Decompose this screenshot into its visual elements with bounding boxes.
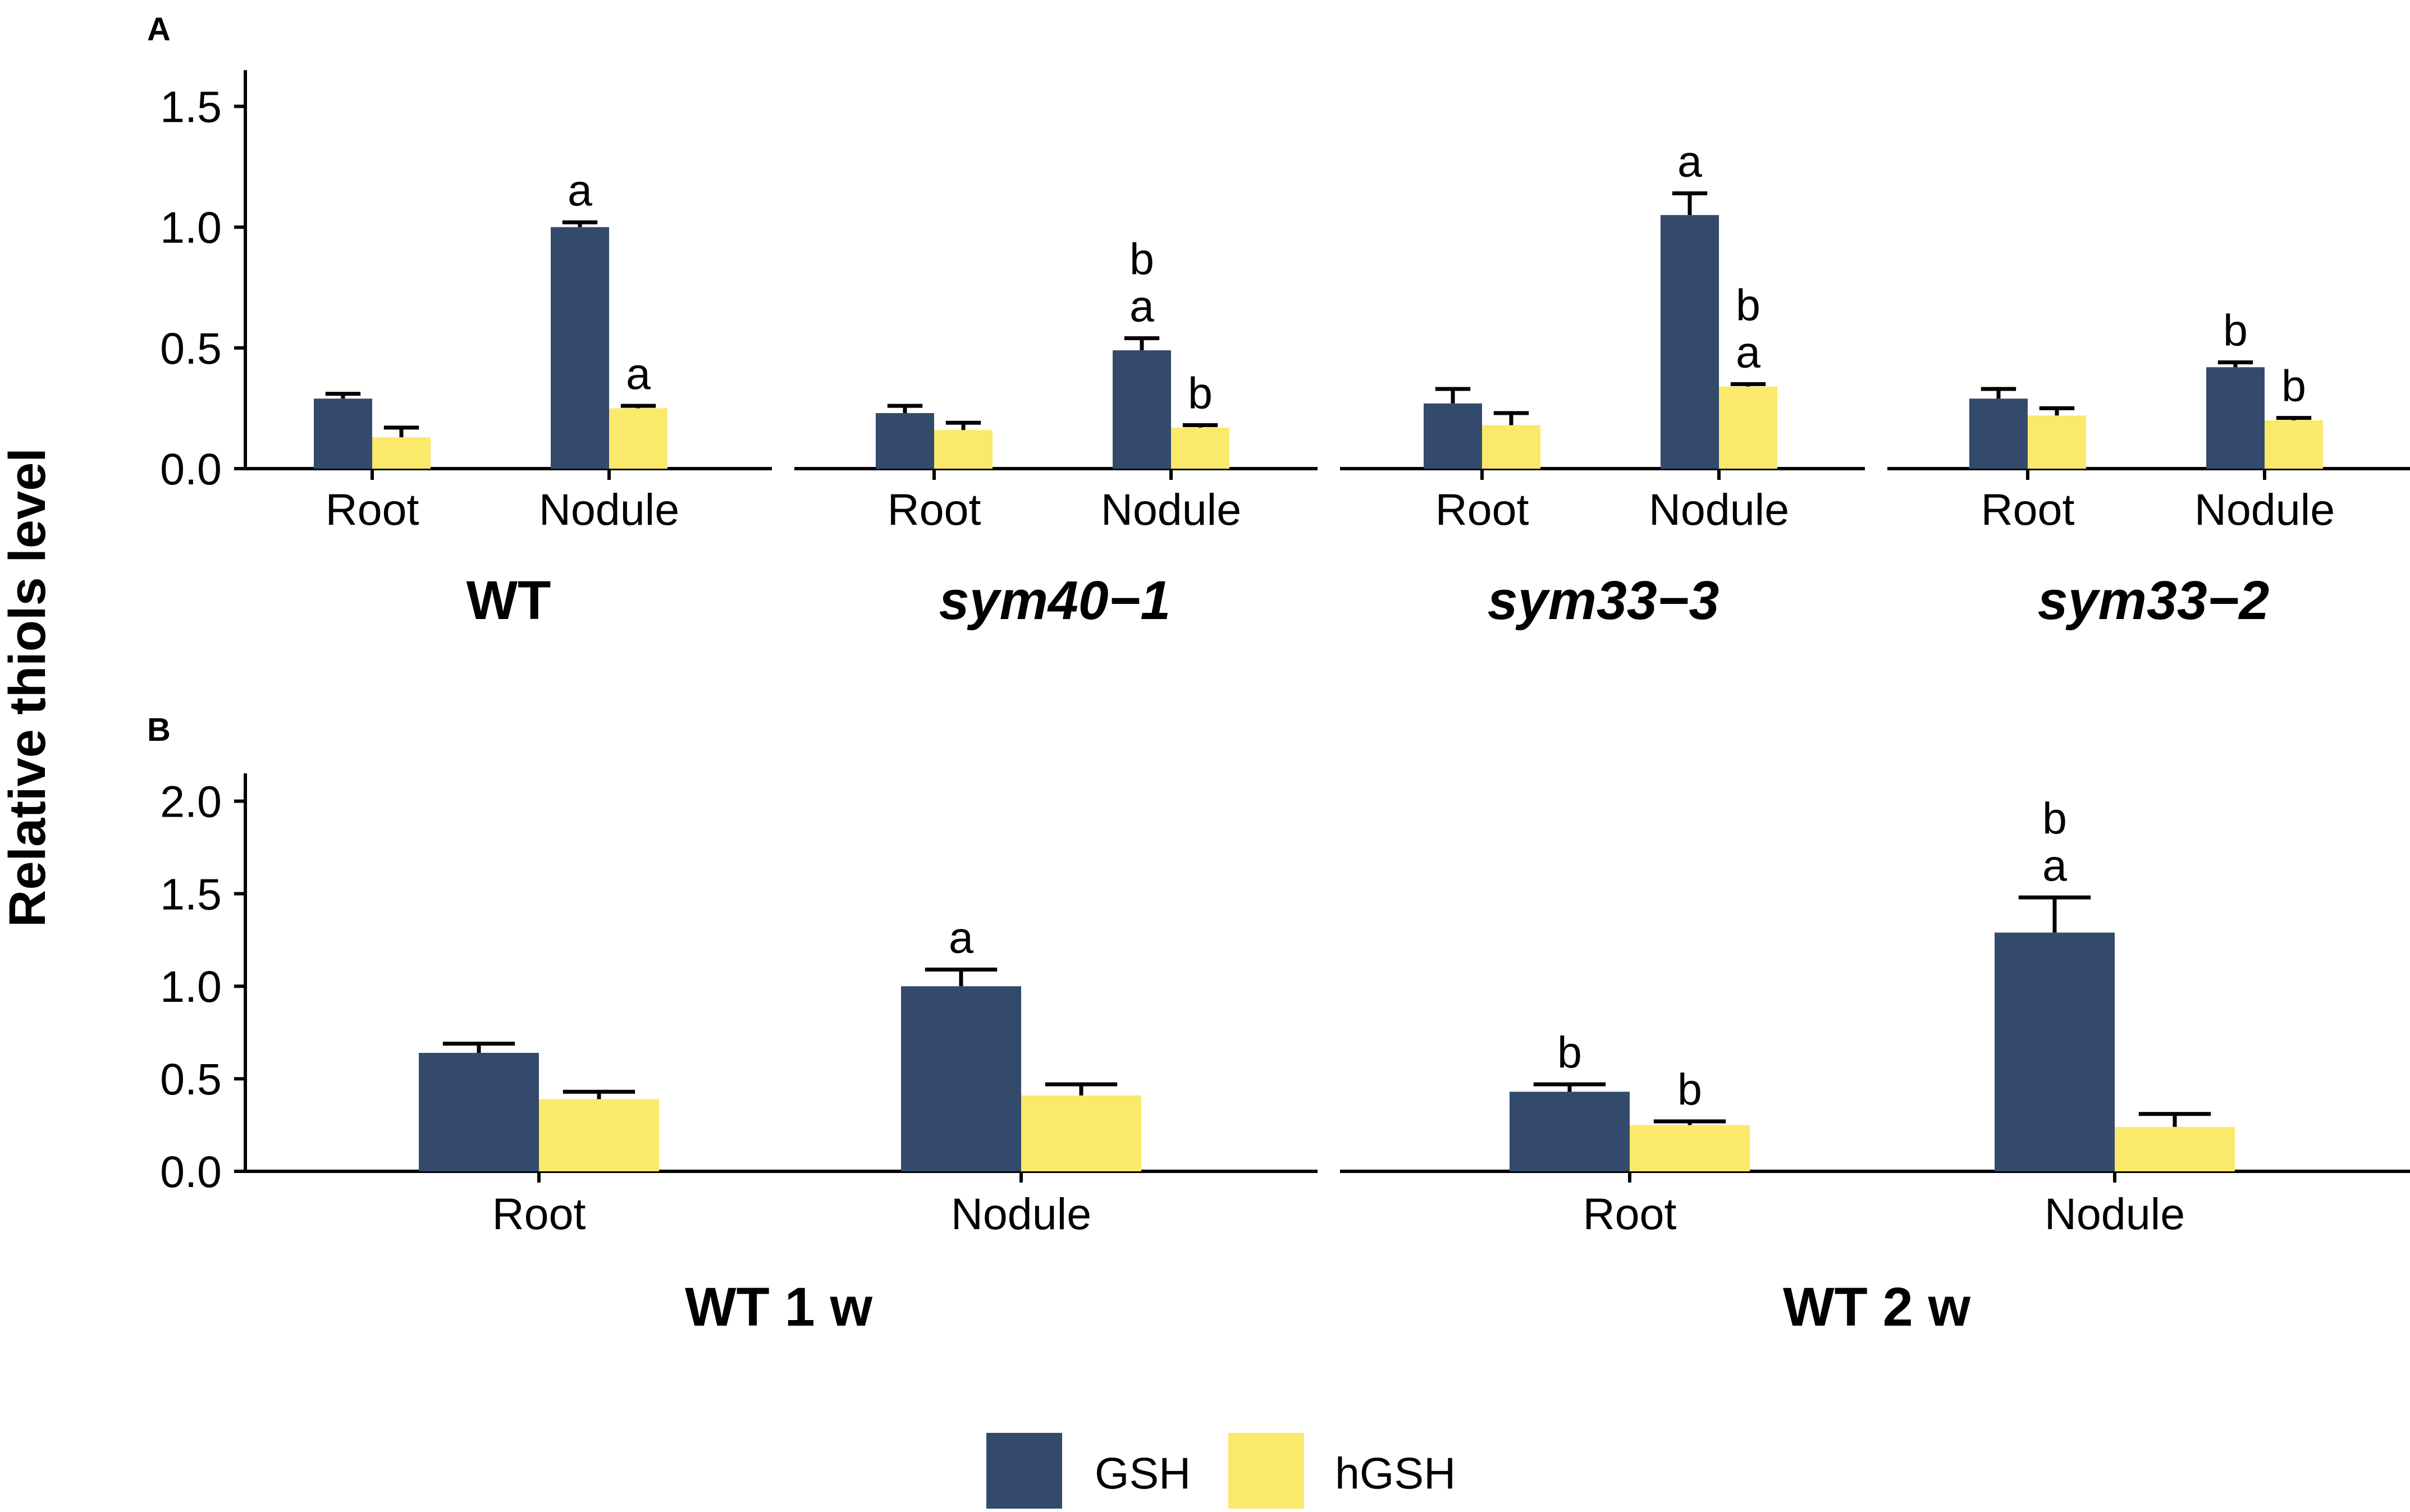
x-tick-label: Root [1435,484,1529,534]
significance-letter: a [568,165,592,215]
bar-gsh [2206,367,2265,469]
significance-letter: a [1677,136,1702,186]
facet-label: WT [467,570,551,631]
x-tick-label: Nodule [2194,484,2335,534]
facet-label: WT 2 w [1783,1276,1971,1337]
bar-hgsh [539,1099,659,1171]
x-tick-label: Root [492,1189,586,1239]
y-tick-label: 1.5 [160,82,222,132]
x-tick-label: Nodule [1101,484,1241,534]
bar-hgsh [2115,1126,2235,1171]
panel-letter-a: A [147,11,171,48]
bar-gsh [1510,1092,1630,1171]
significance-letter: b [1557,1027,1582,1077]
facet-label: WT 1 w [685,1276,873,1337]
legend-label-hgsh: hGSH [1335,1448,1456,1498]
y-tick-label: 0.5 [160,323,222,373]
legend: GSH hGSH [986,1433,1456,1509]
significance-letter: b [1188,368,1213,418]
bar-hgsh [2265,420,2323,469]
bar-gsh [1661,215,1719,469]
panel-a: 0.0 0.5 1.0 1.5 WT Root Nodule a a sym40−1 Root Nod… [160,70,2410,631]
x-tick-label: Root [1981,484,2075,534]
x-tick-label: Nodule [539,484,679,534]
facet-label: sym33−2 [2038,570,2270,631]
x-tick-label: Root [326,484,419,534]
y-tick-label: 1.0 [160,961,222,1011]
bar-hgsh [934,430,993,469]
significance-letter: a [1129,281,1154,331]
significance-letter: b [1736,280,1760,329]
bar-gsh [419,1052,539,1171]
significance-letter: a [2042,840,2067,890]
significance-letter: b [1129,234,1154,284]
bar-hgsh [1630,1125,1750,1171]
bar-hgsh [609,408,667,469]
y-tick-label: 2.0 [160,776,222,826]
bar-gsh [1969,398,2028,469]
facet-label: sym40−1 [939,570,1171,631]
panel-letter-b: B [147,712,171,748]
legend-swatch-gsh [986,1433,1062,1509]
y-tick-label: 0.0 [160,444,222,494]
y-tick-label: 1.5 [160,869,222,919]
x-tick-label: Nodule [951,1189,1091,1239]
y-tick-label: 1.0 [160,203,222,253]
bar-hgsh [1719,386,1777,469]
significance-letter: a [949,913,973,963]
bar-hgsh [1482,425,1540,469]
significance-letter: b [2281,361,2306,411]
panel-b: 0.0 0.5 1.0 1.5 2.0 WT 1 w Root Nodule a WT 2 w Ro… [160,773,2410,1337]
significance-letter: a [626,349,651,398]
bar-hgsh [372,437,431,469]
significance-letter: b [2223,305,2248,355]
legend-swatch-hgsh [1228,1433,1304,1509]
bar-gsh [314,398,372,469]
significance-letter: b [1677,1064,1702,1114]
bar-gsh [1424,403,1482,469]
legend-label-gsh: GSH [1095,1448,1191,1498]
bar-gsh [1113,350,1171,469]
y-tick-label: 0.0 [160,1147,222,1197]
significance-letter: b [2042,793,2067,843]
bar-gsh [551,227,609,469]
bar-hgsh [1171,427,1229,469]
x-tick-label: Nodule [1649,484,1789,534]
x-tick-label: Nodule [2045,1189,2185,1239]
y-tick-label: 0.5 [160,1054,222,1104]
bar-hgsh [1021,1095,1141,1171]
bar-gsh [876,413,934,469]
bar-gsh [1995,932,2115,1171]
bar-gsh [901,986,1021,1171]
bar-hgsh [2028,415,2086,469]
x-tick-label: Root [1583,1189,1677,1239]
significance-letter: a [1736,327,1760,377]
facet-label: sym33−3 [1488,570,1720,631]
x-tick-label: Root [888,484,981,534]
y-axis-title: Relative thiols level [0,448,56,927]
